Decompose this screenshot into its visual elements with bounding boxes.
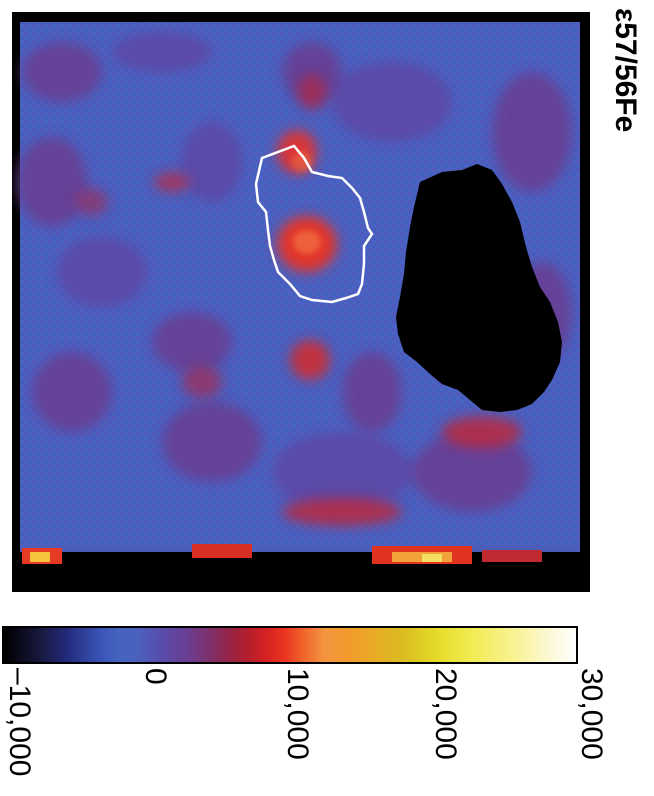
region-outline <box>254 144 374 304</box>
colorbar-tick-label: 20,000 <box>429 668 462 760</box>
colorbar-tick-label: 10,000 <box>281 668 314 760</box>
colorbar-tick-label: 30,000 <box>575 668 608 760</box>
bottom-hot-strip <box>20 544 580 564</box>
chart-title: ε57/56Fe <box>609 8 642 133</box>
map-data-area <box>17 22 580 564</box>
colorbar-tick-label: –10,000 <box>3 668 36 777</box>
colorbar <box>2 626 578 664</box>
ratio-map <box>12 12 590 592</box>
masked-region <box>396 164 562 412</box>
colorbar-tick-label: 0 <box>139 668 172 685</box>
